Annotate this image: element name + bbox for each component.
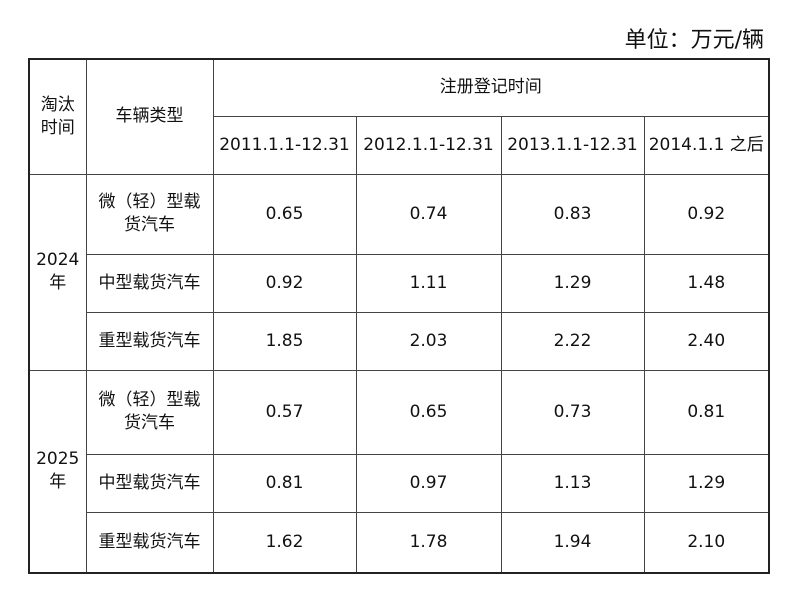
period-cell: 2013.1.1-12.31 bbox=[500, 115, 645, 175]
value-cell: 0.92 bbox=[643, 173, 770, 255]
data-row: 重型载货汽车 1.85 2.03 2.22 2.40 bbox=[29, 311, 770, 371]
value-cell: 1.62 bbox=[212, 511, 357, 574]
value-cell: 1.94 bbox=[500, 511, 645, 574]
type-cell: 中型载货汽车 bbox=[85, 453, 214, 513]
value-cell: 0.65 bbox=[212, 173, 357, 255]
value-cell: 1.85 bbox=[212, 311, 357, 371]
year-cell: 2024年 bbox=[28, 173, 87, 371]
unit-label: 单位：万元/辆 bbox=[624, 28, 764, 53]
value-cell: 1.29 bbox=[643, 453, 770, 513]
period-cell: 2014.1.1 之后 bbox=[643, 115, 770, 175]
data-row: 中型载货汽车 0.81 0.97 1.13 1.29 bbox=[29, 453, 770, 513]
value-cell: 0.65 bbox=[355, 369, 502, 455]
table-body: 淘汰时间 车辆类型 注册登记时间 2011.1.1-12.31 2012.1.1-… bbox=[28, 58, 770, 574]
value-cell: 0.81 bbox=[212, 453, 357, 513]
header-row: 淘汰时间 车辆类型 注册登记时间 bbox=[28, 58, 770, 175]
value-cell: 2.22 bbox=[500, 311, 645, 371]
data-row: 重型载货汽车 1.62 1.78 1.94 2.10 bbox=[29, 511, 770, 574]
data-row: 2024年 微（轻）型载货汽车 0.65 0.74 0.83 0.92 bbox=[28, 173, 770, 371]
value-cell: 0.92 bbox=[212, 253, 357, 313]
value-cell: 0.73 bbox=[500, 369, 645, 455]
header-cell: 注册登记时间 bbox=[212, 58, 770, 117]
year-cell: 2025年 bbox=[28, 369, 87, 574]
data-row: 2025年 微（轻）型载货汽车 0.57 0.65 0.73 0.81 bbox=[28, 369, 770, 574]
value-cell: 2.40 bbox=[643, 311, 770, 371]
value-cell: 1.13 bbox=[500, 453, 645, 513]
value-cell: 1.11 bbox=[355, 253, 502, 313]
value-cell: 2.10 bbox=[643, 511, 770, 574]
type-cell: 重型载货汽车 bbox=[85, 511, 214, 574]
value-cell: 0.83 bbox=[500, 173, 645, 255]
value-cell: 0.57 bbox=[212, 369, 357, 455]
type-cell: 重型载货汽车 bbox=[85, 311, 214, 371]
value-cell: 2.03 bbox=[355, 311, 502, 371]
header-cell: 车辆类型 bbox=[85, 58, 214, 175]
period-cell: 2011.1.1-12.31 bbox=[212, 115, 357, 175]
header-cell: 淘汰时间 bbox=[28, 58, 87, 175]
data-row: 中型载货汽车 0.92 1.11 1.29 1.48 bbox=[29, 253, 770, 313]
value-cell: 0.74 bbox=[355, 173, 502, 255]
value-cell: 0.97 bbox=[355, 453, 502, 513]
value-cell: 1.78 bbox=[355, 511, 502, 574]
type-cell: 中型载货汽车 bbox=[85, 253, 214, 313]
type-cell: 微（轻）型载货汽车 bbox=[85, 173, 214, 255]
value-cell: 1.29 bbox=[500, 253, 645, 313]
value-cell: 1.48 bbox=[643, 253, 770, 313]
type-cell: 微（轻）型载货汽车 bbox=[85, 369, 214, 455]
value-cell: 0.81 bbox=[643, 369, 770, 455]
period-cell: 2012.1.1-12.31 bbox=[355, 115, 502, 175]
price-table: 淘汰时间 车辆类型 注册登记时间 2011.1.1-12.31 2012.1.1-… bbox=[28, 58, 770, 574]
header-row: 2011.1.1-12.31 2012.1.1-12.31 2013.1.1-12.… bbox=[29, 115, 770, 175]
